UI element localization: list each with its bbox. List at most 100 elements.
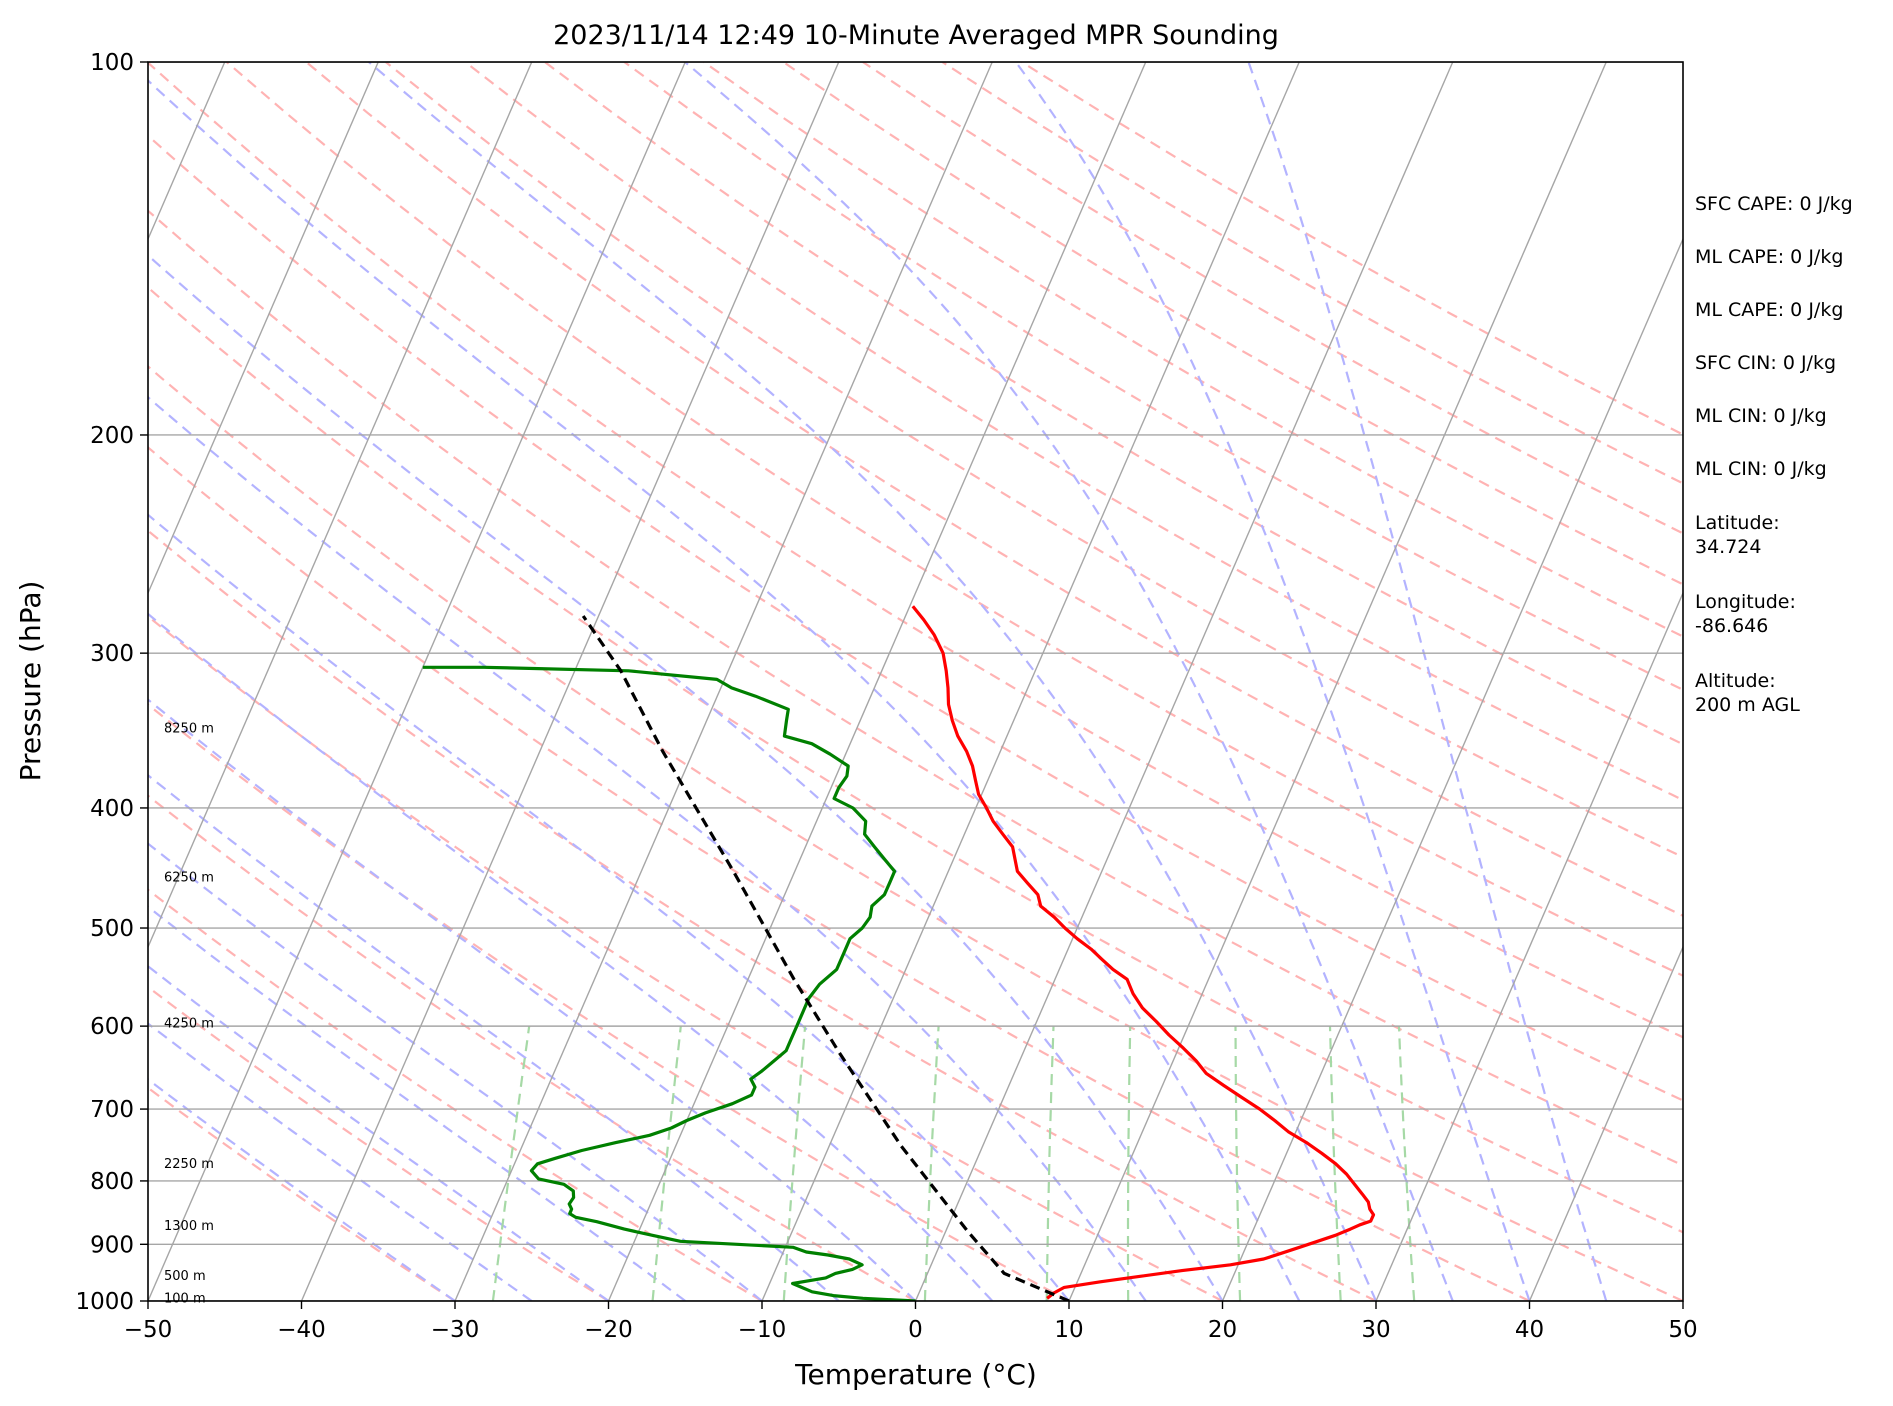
- dry-adiabat-line: [148, 529, 1377, 1301]
- x-tick-label: −10: [738, 1317, 787, 1343]
- annotation-text: ML CIN: 0 J/kg: [1695, 458, 1827, 480]
- dry-adiabat-line: [148, 209, 1683, 1167]
- annotation-text: ML CIN: 0 J/kg: [1695, 405, 1827, 427]
- isotherm-line: [1221, 237, 1683, 1301]
- isotherm-line: [148, 62, 686, 1301]
- x-axis-ticks: −50 −40 −30 −20 −10 0 10 20 30 40 50: [124, 1301, 1698, 1343]
- dry-adiabat-line: [148, 445, 1530, 1301]
- y-axis-label: Pressure (hPa): [14, 581, 47, 782]
- moist-adiabat-line: [1014, 62, 1531, 1301]
- chart-title: 2023/11/14 12:49 10-Minute Averaged MPR …: [553, 20, 1279, 51]
- moist-adiabat-line: [148, 1078, 456, 1301]
- x-tick-label: −40: [277, 1317, 326, 1343]
- y-tick-label: 600: [90, 1014, 134, 1040]
- annotation-text: Longitude: -86.646: [1695, 591, 1796, 637]
- moist-adiabat-line: [148, 964, 610, 1301]
- isotherms: [148, 62, 1683, 1301]
- plot-frame: [147, 61, 1684, 1302]
- dry-adiabat-line: [148, 794, 917, 1301]
- isotherm-line: [148, 62, 533, 949]
- dry-adiabat-line: [225, 62, 1683, 977]
- mixing-ratio-line: [1045, 1026, 1055, 1301]
- moist-adiabat-line: [148, 1022, 533, 1301]
- annotation-text: ML CAPE: 0 J/kg: [1695, 246, 1843, 268]
- height-label: 8250 m: [164, 721, 214, 736]
- moist-adiabats: [148, 62, 1608, 1301]
- dry-adiabat-line: [385, 62, 1683, 859]
- y-tick-label: 100: [90, 50, 134, 76]
- y-tick-label: 1000: [75, 1289, 134, 1315]
- moist-adiabat-line: [148, 905, 686, 1301]
- x-tick-label: 20: [1208, 1317, 1237, 1343]
- moist-adiabat-line: [148, 612, 994, 1301]
- height-labels: 8250 m 6250 m 4250 m 2250 m 1300 m 500 m 100 m: [164, 721, 214, 1306]
- isotherm-line: [300, 62, 840, 1301]
- isotherm-line: [1528, 945, 1683, 1301]
- moist-adiabat-line: [684, 62, 1454, 1301]
- dry-adiabat-line: [148, 614, 1223, 1301]
- mixing-ratio-line: [1126, 1026, 1132, 1301]
- y-tick-label: 200: [90, 423, 134, 449]
- temperature-line: [911, 605, 1376, 1300]
- x-tick-label: −30: [431, 1317, 480, 1343]
- dry-adiabat-line: [148, 134, 1683, 1102]
- annotation-text: ML CAPE: 0 J/kg: [1695, 299, 1843, 321]
- annotation-text: SFC CAPE: 0 J/kg: [1695, 193, 1853, 215]
- y-tick-label: 300: [90, 641, 134, 667]
- x-tick-label: 30: [1361, 1317, 1390, 1343]
- dry-adiabat-line: [148, 364, 1683, 1301]
- isobars: [148, 62, 1683, 1301]
- isotherm-line: [914, 62, 1454, 1301]
- dry-adiabat-line: [464, 62, 1683, 802]
- dry-adiabat-line: [148, 62, 1683, 1039]
- x-axis-label: Temperature (°C): [794, 1358, 1037, 1391]
- mixing-ratio-line: [782, 1026, 807, 1301]
- height-label: 100 m: [164, 1291, 206, 1306]
- y-tick-label: 700: [90, 1097, 134, 1123]
- moist-adiabat-line: [368, 62, 1378, 1301]
- isotherm-line: [1375, 591, 1683, 1301]
- sounding-series: [422, 605, 1376, 1301]
- y-tick-label: 900: [90, 1232, 134, 1258]
- y-tick-label: 400: [90, 796, 134, 822]
- annotation-text: SFC CIN: 0 J/kg: [1695, 352, 1836, 374]
- moist-adiabat-line: [1247, 62, 1608, 1301]
- moist-adiabat-line: [148, 395, 1147, 1301]
- dry-adiabat-line: [305, 62, 1683, 917]
- mixing-ratio-line: [1397, 1026, 1416, 1301]
- x-tick-label: 10: [1054, 1317, 1083, 1343]
- mixing-ratio-line: [923, 1026, 940, 1301]
- height-label: 6250 m: [164, 870, 214, 885]
- parcel-path-line: [581, 615, 1070, 1301]
- mixing-ratio-line: [1328, 1026, 1342, 1301]
- isotherm-line: [148, 62, 379, 595]
- isotherm-line: [607, 62, 1147, 1301]
- annotation-text: Latitude: 34.724: [1695, 512, 1780, 558]
- y-tick-label: 800: [90, 1169, 134, 1195]
- moist-adiabat-line: [148, 698, 917, 1301]
- annotation-panel: SFC CAPE: 0 J/kg ML CAPE: 0 J/kg ML CAPE: …: [1695, 193, 1853, 716]
- dry-adiabat-line: [782, 62, 1683, 586]
- dry-adiabat-line: [148, 1086, 456, 1301]
- x-tick-label: 0: [908, 1317, 923, 1343]
- dry-adiabat-line: [148, 286, 1683, 1234]
- dry-adiabat-line: [148, 888, 763, 1301]
- y-tick-label: 500: [90, 916, 134, 942]
- dry-adiabats: [148, 62, 1683, 1301]
- annotation-text: Altitude: 200 m AGL: [1695, 670, 1800, 716]
- mixing-ratio-line: [491, 1025, 531, 1301]
- moist-adiabat-line: [148, 842, 763, 1301]
- dry-adiabat-line: [148, 703, 1070, 1301]
- height-label: 4250 m: [164, 1016, 214, 1031]
- y-axis-ticks: 100 200 300 400 500 600 700 800 900 1000: [75, 50, 148, 1315]
- mixing-ratio-line: [651, 1025, 682, 1301]
- moist-adiabat-line: [148, 79, 1301, 1301]
- height-label: 500 m: [164, 1269, 206, 1284]
- moist-adiabat-line: [148, 513, 1070, 1301]
- dry-adiabat-line: [623, 62, 1683, 692]
- moist-adiabat-line: [148, 773, 840, 1301]
- x-tick-label: −20: [584, 1317, 633, 1343]
- mixing-ratio-lines: [491, 1025, 1416, 1301]
- dewpoint-line: [422, 665, 916, 1301]
